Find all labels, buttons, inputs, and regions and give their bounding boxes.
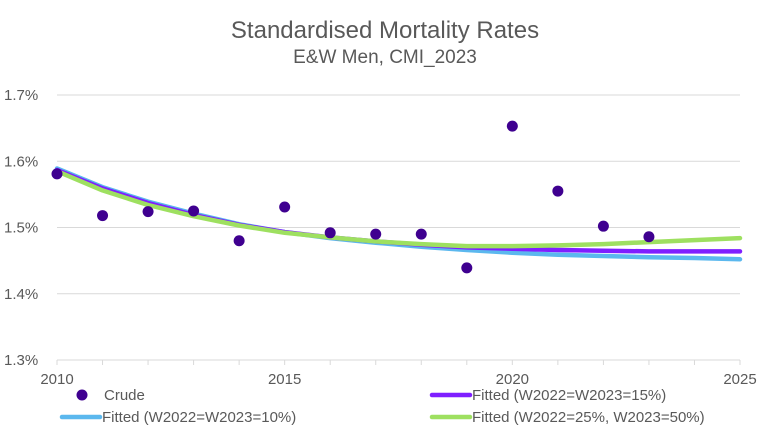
chart-title: Standardised Mortality Rates — [231, 17, 539, 44]
y-tick-label: 1.7% — [4, 87, 38, 104]
crude-point — [643, 231, 655, 243]
x-tick-label: 2010 — [40, 371, 73, 388]
crude-point — [51, 168, 63, 180]
legend: Crude Fitted (W2022=W2023=10%) Fitted (W20… — [59, 387, 705, 426]
x-tick-label: 2020 — [496, 371, 529, 388]
legend-item: Fitted (W2022=W2023=10%) — [59, 409, 296, 426]
crude-point — [552, 185, 564, 197]
crude-point — [506, 120, 518, 132]
legend-item: Crude — [76, 387, 145, 404]
crude-point — [279, 201, 291, 213]
legend-marker — [76, 389, 88, 401]
gridlines — [57, 94, 740, 295]
series-line-3 — [54, 168, 743, 249]
crude-point — [415, 228, 427, 240]
series-line-2 — [54, 166, 743, 262]
crude-point — [97, 210, 109, 222]
legend-item: Fitted (W2022=W2023=15%) — [429, 387, 666, 404]
crude-point — [461, 262, 473, 274]
x-tick-label: 2015 — [268, 371, 301, 388]
y-tick-label: 1.3% — [4, 352, 38, 369]
crude-point — [233, 235, 245, 247]
y-axis: 1.3% 1.4% 1.5% 1.6% 1.7% — [4, 87, 38, 369]
series-points — [51, 120, 655, 274]
legend-item: Fitted (W2022=25%, W2023=50%) — [429, 409, 705, 426]
crude-point — [370, 228, 382, 240]
crude-point — [188, 205, 200, 217]
legend-label: Fitted (W2022=W2023=15%) — [472, 387, 666, 404]
y-tick-label: 1.4% — [4, 286, 38, 303]
legend-label: Fitted (W2022=25%, W2023=50%) — [472, 409, 705, 426]
legend-label: Fitted (W2022=W2023=10%) — [102, 409, 296, 426]
y-tick-label: 1.6% — [4, 153, 38, 170]
crude-point — [324, 227, 336, 239]
series-line-1 — [54, 167, 743, 254]
legend-label: Crude — [104, 387, 145, 404]
chart-subtitle: E&W Men, CMI_2023 — [293, 47, 477, 68]
x-axis: 2010 2015 2020 2025 — [40, 359, 757, 388]
series-lines — [54, 166, 743, 262]
crude-point — [597, 220, 609, 232]
crude-point — [142, 206, 154, 218]
y-tick-label: 1.5% — [4, 220, 38, 237]
x-tick-label: 2025 — [723, 371, 756, 388]
